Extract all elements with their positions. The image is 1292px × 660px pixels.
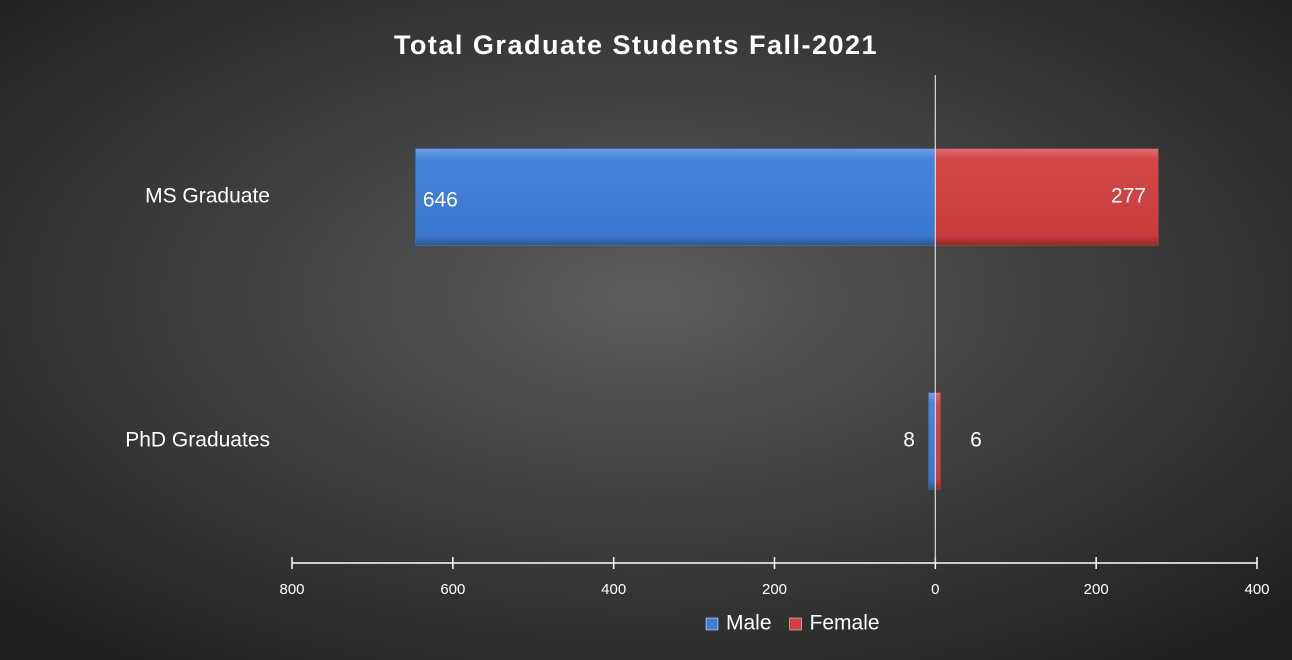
legend-swatch (705, 617, 719, 631)
x-tick-label: 200 (1084, 581, 1109, 598)
x-tick-label: 0 (931, 581, 939, 598)
legend-label: Female (810, 612, 880, 635)
bar-shade (935, 149, 1159, 245)
chart-title: Total Graduate Students Fall-2021 (394, 30, 878, 60)
x-tick-label: 800 (279, 581, 304, 598)
category-label: MS Graduate (145, 185, 270, 208)
bar-shade (935, 393, 941, 489)
x-tick-label: 600 (440, 581, 465, 598)
legend-swatch (789, 617, 802, 631)
value-label: 8 (903, 429, 915, 452)
category-label: PhD Graduates (125, 429, 270, 452)
value-label: 277 (1111, 185, 1146, 208)
value-label: 6 (970, 429, 982, 452)
x-tick-label: 400 (601, 581, 626, 598)
x-tick-label: 400 (1244, 581, 1269, 598)
bar-shade (415, 149, 936, 245)
value-label: 646 (423, 189, 458, 212)
legend-label: Male (726, 612, 772, 635)
x-tick-label: 200 (762, 581, 787, 598)
bar-shade (928, 393, 936, 489)
